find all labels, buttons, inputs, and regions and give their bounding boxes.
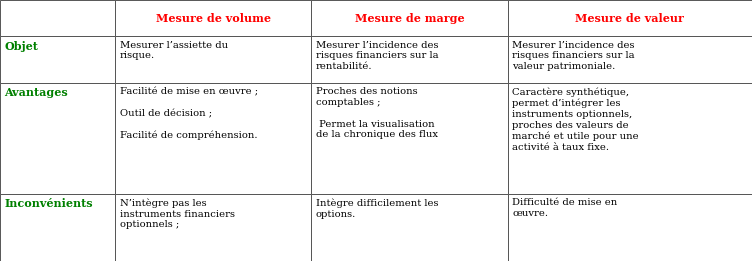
Bar bbox=[508, 194, 752, 261]
Text: Inconvénients: Inconvénients bbox=[5, 198, 93, 209]
Bar bbox=[311, 194, 508, 261]
Text: Avantages: Avantages bbox=[5, 87, 68, 98]
Bar bbox=[115, 36, 311, 83]
Text: Objet: Objet bbox=[5, 41, 38, 52]
Bar bbox=[115, 194, 311, 261]
Bar bbox=[0, 36, 115, 83]
Text: Proches des notions
comptables ;

 Permet la visualisation
de la chronique des f: Proches des notions comptables ; Permet … bbox=[316, 87, 438, 139]
Bar bbox=[0, 194, 115, 261]
Text: Difficulté de mise en
œuvre.: Difficulté de mise en œuvre. bbox=[512, 198, 617, 218]
Text: Mesure de marge: Mesure de marge bbox=[355, 13, 464, 23]
Bar bbox=[508, 0, 752, 36]
Bar bbox=[311, 36, 508, 83]
Text: Mesurer l’incidence des
risques financiers sur la
valeur patrimoniale.: Mesurer l’incidence des risques financie… bbox=[512, 41, 635, 71]
Text: Caractère synthétique,
permet d’intégrer les
instruments optionnels,
proches des: Caractère synthétique, permet d’intégrer… bbox=[512, 87, 638, 152]
Text: N’intègre pas les
instruments financiers
optionnels ;: N’intègre pas les instruments financiers… bbox=[120, 198, 235, 229]
Bar bbox=[508, 36, 752, 83]
Bar bbox=[0, 0, 115, 36]
Bar bbox=[311, 83, 508, 194]
Text: Intègre difficilement les
options.: Intègre difficilement les options. bbox=[316, 198, 438, 219]
Text: Mesure de valeur: Mesure de valeur bbox=[575, 13, 684, 23]
Bar bbox=[0, 83, 115, 194]
Bar bbox=[115, 0, 311, 36]
Bar bbox=[311, 0, 508, 36]
Bar bbox=[508, 83, 752, 194]
Text: Mesure de volume: Mesure de volume bbox=[156, 13, 271, 23]
Text: Mesurer l’incidence des
risques financiers sur la
rentabilité.: Mesurer l’incidence des risques financie… bbox=[316, 41, 438, 71]
Bar bbox=[115, 83, 311, 194]
Text: Facilité de mise en œuvre ;

Outil de décision ;

Facilité de compréhension.: Facilité de mise en œuvre ; Outil de déc… bbox=[120, 87, 258, 140]
Text: Mesurer l’assiette du
risque.: Mesurer l’assiette du risque. bbox=[120, 41, 228, 61]
